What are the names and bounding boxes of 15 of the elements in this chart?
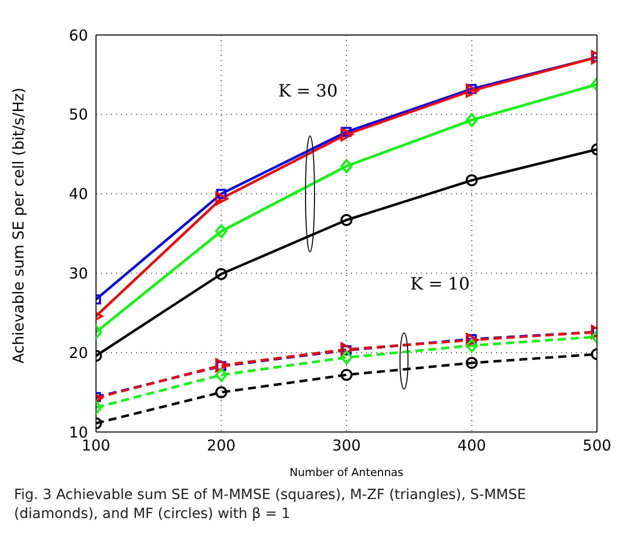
x-tick-label: 400: [457, 436, 486, 455]
annotation: K = 30: [278, 81, 338, 102]
x-axis-title: Number of Antennas: [290, 466, 404, 479]
caption: Fig. 3 Achievable sum SE of M-MMSE (squares), M-ZF (triangles), S-MMSE (diamonds), and MF (circles) with β = 1: [14, 486, 527, 524]
y-tick-label: 50: [68, 106, 88, 124]
annotation: K = 10: [410, 274, 470, 294]
x-tick-label: 500: [582, 436, 612, 455]
x-tick-label: 300: [332, 436, 361, 455]
y-tick-label: 20: [68, 344, 88, 362]
x-tick-label: 100: [82, 436, 110, 455]
y-tick-label: 60: [68, 26, 88, 44]
y-axis-title: Achievable sum SE per cell (bit/s/Hz): [9, 88, 28, 364]
x-tick-label: 200: [206, 436, 236, 455]
y-tick-label: 30: [68, 264, 88, 283]
y-tick-label: 40: [68, 185, 88, 204]
